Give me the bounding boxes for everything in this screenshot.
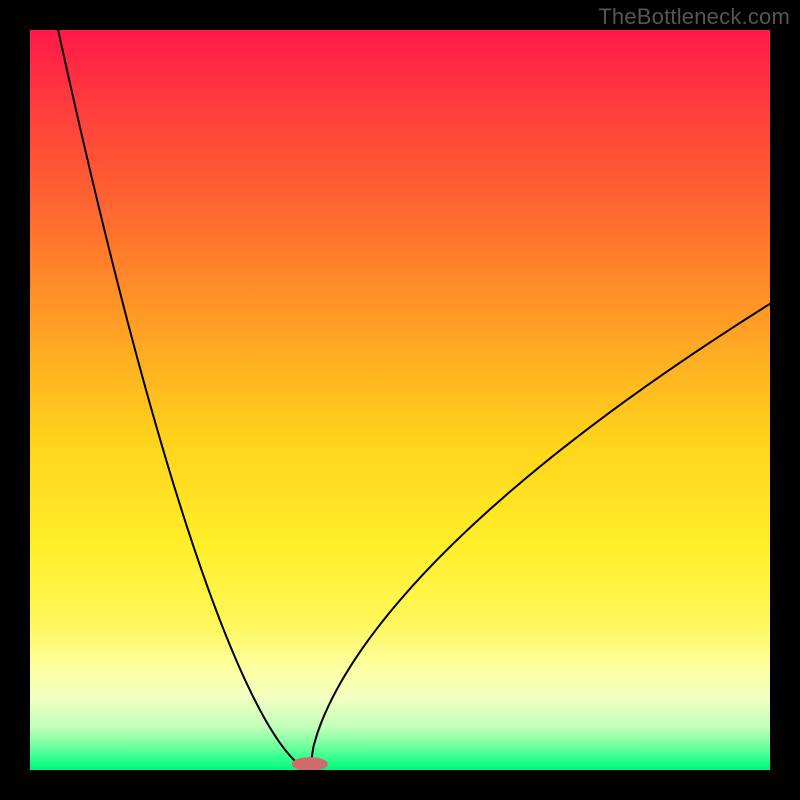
chart-frame: TheBottleneck.com — [0, 0, 800, 800]
plot-svg — [30, 30, 770, 770]
watermark-text: TheBottleneck.com — [598, 4, 790, 30]
plot-area — [30, 30, 770, 770]
gradient-background — [30, 30, 770, 770]
